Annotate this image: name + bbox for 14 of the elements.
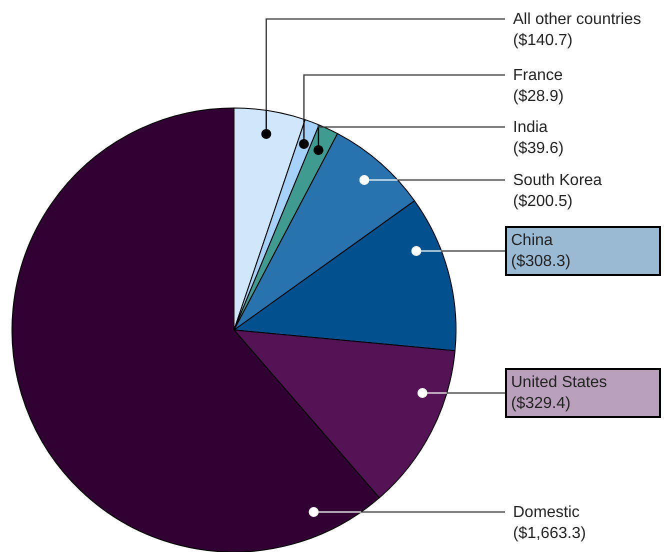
slice-label: South Korea xyxy=(513,172,602,189)
slice-label: France xyxy=(513,67,563,84)
data-label: ($1,663.3) xyxy=(513,524,586,542)
data-label: ($39.6) xyxy=(513,140,564,157)
slice-label: All other countries xyxy=(513,11,642,28)
data-label: ($140.7) xyxy=(513,32,573,49)
data-label: ($329.4) xyxy=(511,394,571,412)
slice-label: Domestic xyxy=(513,504,580,521)
slice-label: India xyxy=(513,119,548,136)
slice-label: United States xyxy=(511,374,608,391)
data-label: ($28.9) xyxy=(513,88,564,105)
data-label: ($200.5) xyxy=(513,192,573,210)
data-label: ($308.3) xyxy=(511,252,571,270)
slice-label: China xyxy=(511,232,553,249)
